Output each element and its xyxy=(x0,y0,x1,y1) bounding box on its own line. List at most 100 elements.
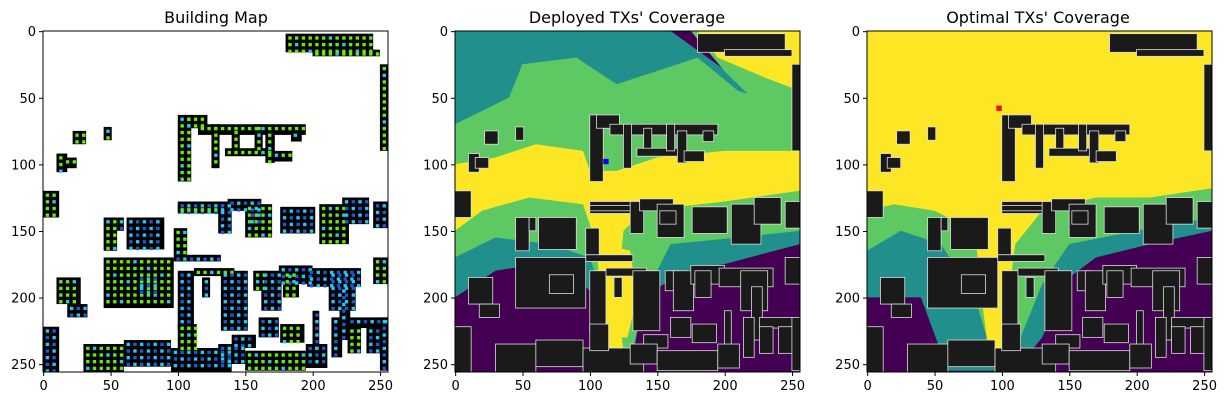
sensor-dot xyxy=(200,357,205,361)
sensor-dot xyxy=(166,349,171,353)
building xyxy=(1165,197,1194,225)
sensor-dot xyxy=(382,66,386,71)
sensor-dot xyxy=(140,290,144,295)
sensor-dot xyxy=(261,226,265,231)
sensor-dot xyxy=(193,204,198,208)
y-tick-label: 50 xyxy=(19,92,36,107)
sensor-dot xyxy=(52,329,56,333)
sensor-dot xyxy=(375,273,380,277)
sensor-dot xyxy=(142,246,147,251)
sensor-dot xyxy=(308,353,312,357)
sensor-dot xyxy=(292,286,296,291)
sensor-dot xyxy=(214,160,218,164)
sensor-dot xyxy=(187,124,191,128)
sensor-dot xyxy=(243,306,248,311)
sensor-dot xyxy=(227,350,231,355)
sensor-dot xyxy=(331,300,335,304)
sensor-dot xyxy=(207,204,211,208)
panel-title: Optimal TXs' Coverage xyxy=(946,8,1130,27)
sensor-dot xyxy=(146,260,151,264)
transmitter-marker xyxy=(996,105,1002,111)
sensor-dot xyxy=(149,226,153,231)
sensor-dot xyxy=(261,150,265,155)
sensor-dot xyxy=(176,230,180,235)
sensor-dot xyxy=(180,137,184,141)
sensor-dot xyxy=(106,246,110,251)
sensor-dot xyxy=(321,36,326,40)
sensor-dot xyxy=(375,224,380,228)
sensor-dot xyxy=(348,36,353,40)
sensor-dot xyxy=(140,356,144,360)
sensor-dot xyxy=(277,273,281,277)
sensor-dot xyxy=(389,100,392,103)
sensor-dot xyxy=(45,349,50,353)
sensor-dot xyxy=(247,360,252,364)
sensor-dot xyxy=(135,240,140,244)
sensor-dot xyxy=(223,313,227,317)
sensor-dot xyxy=(331,293,335,297)
sensor-dot xyxy=(214,364,218,368)
sensor-dot xyxy=(126,342,130,347)
sensor-dot xyxy=(295,281,299,285)
sensor-dot xyxy=(334,353,338,357)
sensor-dot xyxy=(389,74,392,77)
sensor-dot xyxy=(126,356,130,360)
sensor-dot xyxy=(330,284,334,288)
sensor-dot xyxy=(187,293,191,297)
sensor-dot xyxy=(187,150,191,155)
building xyxy=(254,124,263,151)
sensor-dot xyxy=(282,216,287,220)
sensor-dot xyxy=(268,320,272,324)
sensor-dot xyxy=(180,157,184,161)
sensor-dot xyxy=(375,349,380,353)
sensor-dot xyxy=(351,280,355,284)
sensor-dot xyxy=(204,286,209,291)
sensor-dot xyxy=(243,326,248,331)
sensor-dot xyxy=(45,193,50,197)
sensor-dot xyxy=(331,306,335,311)
sensor-dot xyxy=(216,257,221,261)
sensor-dot xyxy=(282,209,287,213)
sensor-dot xyxy=(328,226,333,231)
sensor-dot xyxy=(223,273,227,277)
sensor-dot xyxy=(389,67,392,70)
x-tick-label: 150 xyxy=(1057,379,1082,394)
sensor-dot xyxy=(180,346,184,351)
sensor-dot xyxy=(166,266,171,271)
sensor-dot xyxy=(113,260,117,264)
sensor-dot xyxy=(321,346,326,351)
building xyxy=(218,344,246,365)
sensor-dot xyxy=(243,280,248,284)
sensor-dot xyxy=(156,220,160,224)
sensor-dot xyxy=(268,366,272,371)
sensor-dot xyxy=(281,268,285,272)
y-tick-label: 200 xyxy=(423,292,448,307)
sensor-dot xyxy=(45,336,50,340)
sensor-dot xyxy=(166,260,171,264)
sensor-dot xyxy=(301,49,306,53)
sensor-dot xyxy=(365,206,369,211)
sensor-dot xyxy=(230,280,234,284)
sensor-dot xyxy=(230,320,234,324)
sensor-dot xyxy=(180,286,184,291)
sensor-dot xyxy=(193,357,198,361)
sensor-dot xyxy=(176,237,180,241)
sensor-dot xyxy=(82,140,86,144)
x-tick-label: 100 xyxy=(578,379,603,394)
sensor-dot xyxy=(230,300,234,304)
building xyxy=(548,274,574,294)
sensor-dot xyxy=(119,226,124,231)
sensor-dot xyxy=(375,329,380,333)
sensor-dot xyxy=(308,360,312,364)
sensor-dot xyxy=(344,293,349,297)
sensor-dot xyxy=(261,213,265,217)
y-tick-label: 150 xyxy=(11,225,36,240)
coverage-region xyxy=(455,144,800,358)
sensor-dot xyxy=(180,130,184,135)
building xyxy=(656,350,719,372)
optimal-coverage-image xyxy=(867,31,1212,372)
sensor-dot xyxy=(52,193,56,197)
sensor-dot xyxy=(328,36,333,40)
sensor-dot xyxy=(153,300,157,304)
sensor-dot xyxy=(254,206,258,211)
